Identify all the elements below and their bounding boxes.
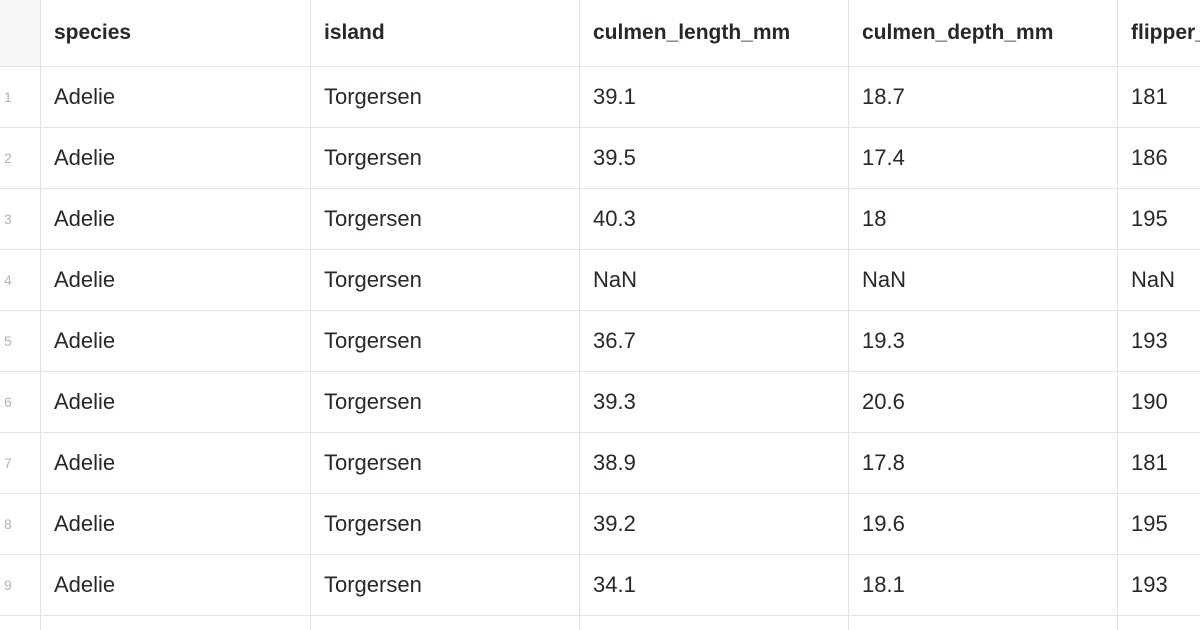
table-cell: 19.3 [848, 311, 1118, 372]
table-cell: 38.9 [579, 433, 849, 494]
corner-cell [0, 0, 41, 67]
row-number: 8 [0, 494, 41, 555]
row-number: 4 [0, 250, 41, 311]
table-cell: Torgersen [310, 433, 580, 494]
table-cell: 39.3 [579, 372, 849, 433]
table-cell: 181 [1117, 433, 1200, 494]
table-cell: Adelie [40, 250, 311, 311]
table-cell: 193 [1117, 311, 1200, 372]
column-header: culmen_length_mm [579, 0, 849, 67]
table-cell: Torgersen [310, 128, 580, 189]
table-cell: NaN [579, 250, 849, 311]
empty-cell [0, 616, 41, 630]
row-number: 2 [0, 128, 41, 189]
table-cell: 18.1 [848, 555, 1118, 616]
table-cell: NaN [848, 250, 1118, 311]
row-number: 3 [0, 189, 41, 250]
table-cell: 19.6 [848, 494, 1118, 555]
table-cell: 36.7 [579, 311, 849, 372]
empty-cell [579, 616, 849, 630]
table-cell: Torgersen [310, 555, 580, 616]
row-number: 6 [0, 372, 41, 433]
table-cell: 195 [1117, 494, 1200, 555]
table-cell: 186 [1117, 128, 1200, 189]
table-cell: Adelie [40, 189, 311, 250]
table-cell: Torgersen [310, 250, 580, 311]
table-cell: Torgersen [310, 494, 580, 555]
table-cell: Adelie [40, 67, 311, 128]
row-number: 1 [0, 67, 41, 128]
row-number: 9 [0, 555, 41, 616]
column-header: species [40, 0, 311, 67]
table-cell: 39.1 [579, 67, 849, 128]
table-cell: 40.3 [579, 189, 849, 250]
column-header: culmen_depth_mm [848, 0, 1118, 67]
empty-cell [848, 616, 1118, 630]
table-cell: Torgersen [310, 67, 580, 128]
empty-cell [310, 616, 580, 630]
table-cell: 17.8 [848, 433, 1118, 494]
column-header: island [310, 0, 580, 67]
column-header: flipper_length_mm [1117, 0, 1200, 67]
table-cell: 190 [1117, 372, 1200, 433]
table-cell: Adelie [40, 494, 311, 555]
table-cell: Torgersen [310, 311, 580, 372]
table-cell: NaN [1117, 250, 1200, 311]
table-cell: 39.2 [579, 494, 849, 555]
empty-cell [1117, 616, 1200, 630]
table-cell: 181 [1117, 67, 1200, 128]
table-cell: 193 [1117, 555, 1200, 616]
row-number: 7 [0, 433, 41, 494]
table-cell: 17.4 [848, 128, 1118, 189]
table-cell: 18.7 [848, 67, 1118, 128]
table-cell: 18 [848, 189, 1118, 250]
table-cell: 34.1 [579, 555, 849, 616]
row-number: 5 [0, 311, 41, 372]
table-cell: Adelie [40, 128, 311, 189]
table-cell: Adelie [40, 433, 311, 494]
table-cell: Torgersen [310, 372, 580, 433]
table-cell: 195 [1117, 189, 1200, 250]
table-cell: Adelie [40, 372, 311, 433]
table-cell: Adelie [40, 311, 311, 372]
table-cell: Adelie [40, 555, 311, 616]
table-cell: 20.6 [848, 372, 1118, 433]
table-cell: 39.5 [579, 128, 849, 189]
empty-cell [40, 616, 311, 630]
table-cell: Torgersen [310, 189, 580, 250]
